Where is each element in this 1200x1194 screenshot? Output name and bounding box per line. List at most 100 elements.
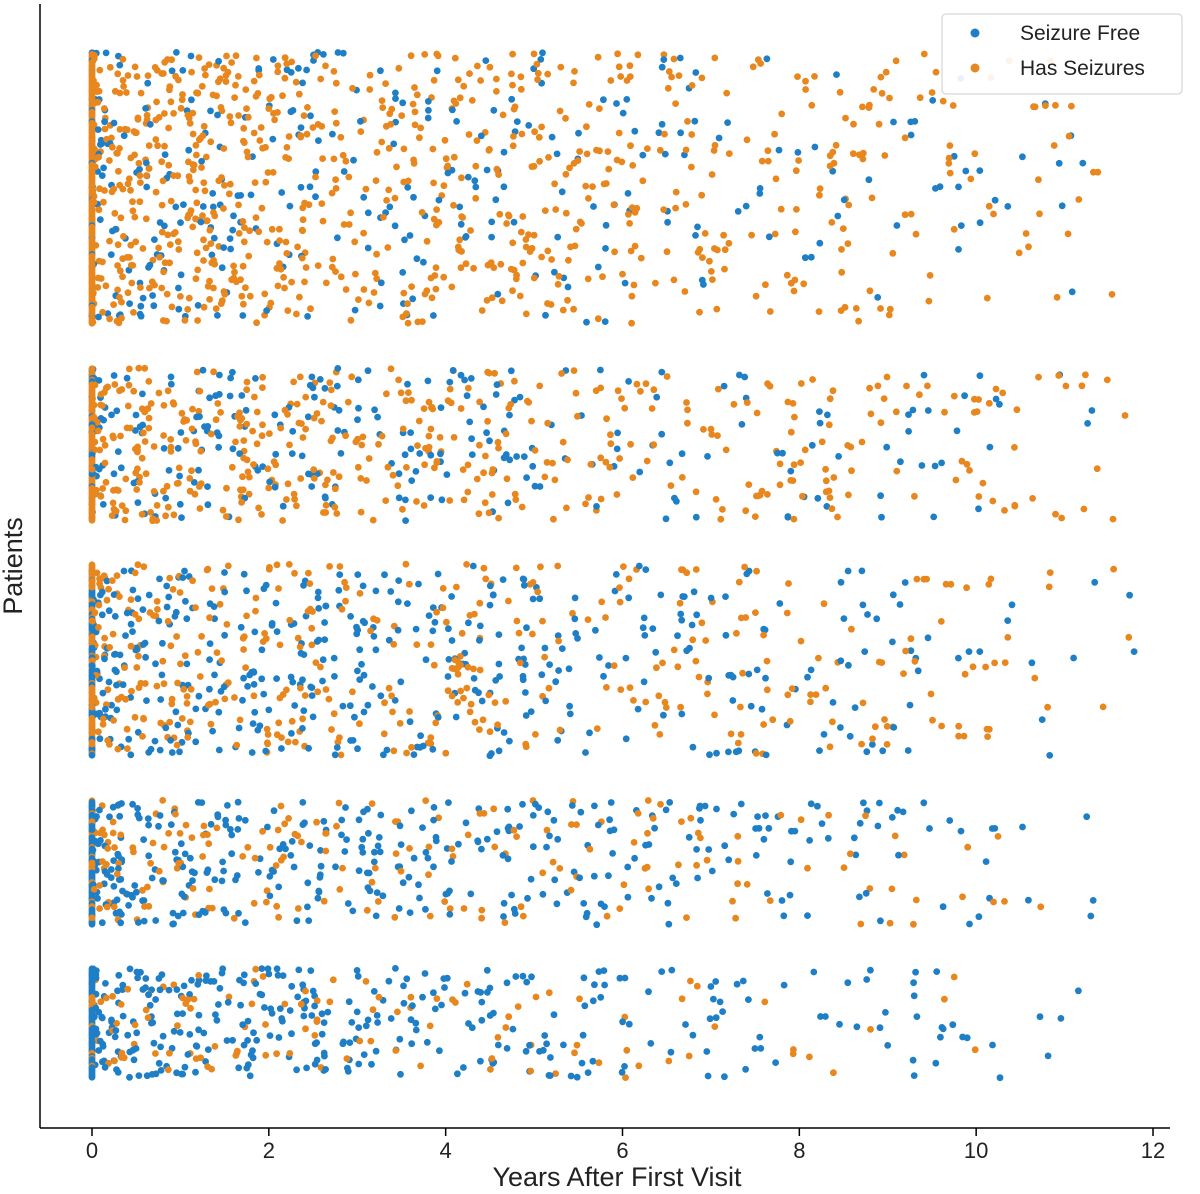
point-has-seizures [495, 171, 502, 179]
point-has-seizures [233, 741, 241, 749]
point-has-seizures [985, 725, 993, 733]
point-seizure-free [636, 468, 644, 476]
point-has-seizures [255, 71, 263, 79]
point-seizure-free [101, 1064, 109, 1071]
point-has-seizures [737, 731, 745, 738]
point-seizure-free [242, 406, 250, 414]
point-has-seizures [429, 145, 437, 153]
point-has-seizures [678, 566, 685, 574]
point-seizure-free [516, 393, 524, 401]
point-has-seizures [88, 292, 96, 300]
point-has-seizures [317, 663, 324, 671]
point-has-seizures [482, 575, 490, 583]
point-has-seizures [352, 270, 359, 278]
point-has-seizures [134, 561, 142, 569]
point-seizure-free [824, 834, 832, 842]
point-has-seizures [140, 429, 147, 437]
point-seizure-free [264, 823, 271, 831]
point-has-seizures [389, 471, 397, 479]
point-seizure-free [299, 725, 306, 732]
point-seizure-free [99, 501, 107, 508]
point-has-seizures [825, 421, 833, 429]
point-has-seizures [425, 843, 433, 851]
point-seizure-free [472, 183, 480, 191]
point-has-seizures [264, 465, 272, 473]
point-has-seizures [285, 133, 293, 140]
point-seizure-free [118, 911, 125, 918]
point-seizure-free [145, 821, 153, 829]
point-seizure-free [377, 811, 385, 819]
point-has-seizures [240, 646, 248, 653]
point-has-seizures [735, 578, 743, 586]
point-seizure-free [237, 623, 245, 631]
point-has-seizures [433, 995, 441, 1002]
point-has-seizures [477, 77, 484, 84]
point-has-seizures [516, 292, 524, 300]
point-has-seizures [665, 68, 673, 75]
point-has-seizures [618, 158, 626, 166]
point-has-seizures [297, 133, 305, 141]
point-has-seizures [572, 225, 580, 233]
point-seizure-free [335, 586, 343, 594]
point-has-seizures [413, 498, 420, 505]
point-seizure-free [467, 375, 475, 382]
point-seizure-free [215, 708, 223, 716]
point-seizure-free [304, 413, 312, 421]
point-seizure-free [996, 400, 1003, 408]
point-has-seizures [683, 399, 690, 406]
point-has-seizures [628, 319, 635, 327]
point-seizure-free [976, 167, 984, 175]
point-has-seizures [458, 248, 465, 255]
point-has-seizures [206, 277, 213, 285]
point-has-seizures [576, 995, 583, 1003]
point-has-seizures [336, 734, 343, 741]
point-has-seizures [714, 246, 721, 254]
point-has-seizures [166, 718, 174, 726]
point-has-seizures [106, 157, 113, 164]
point-seizure-free [867, 966, 874, 974]
point-seizure-free [334, 234, 341, 242]
point-has-seizures [478, 914, 485, 922]
point-has-seizures [509, 81, 516, 89]
point-seizure-free [807, 253, 815, 261]
point-seizure-free [234, 192, 242, 200]
point-has-seizures [667, 482, 675, 489]
point-seizure-free [443, 471, 451, 478]
point-seizure-free [874, 294, 882, 301]
point-has-seizures [534, 69, 542, 77]
point-has-seizures [425, 871, 432, 879]
point-has-seizures [874, 382, 882, 390]
point-seizure-free [201, 909, 209, 916]
point-has-seizures [985, 399, 993, 407]
point-has-seizures [88, 699, 96, 706]
point-seizure-free [396, 1035, 404, 1043]
point-seizure-free [176, 748, 183, 756]
point-has-seizures [151, 281, 158, 289]
point-seizure-free [673, 497, 680, 505]
point-seizure-free [897, 458, 904, 466]
point-seizure-free [315, 887, 323, 895]
point-seizure-free [837, 657, 845, 665]
point-seizure-free [655, 883, 663, 891]
point-seizure-free [394, 626, 402, 634]
point-seizure-free [249, 720, 257, 727]
point-has-seizures [119, 273, 126, 281]
point-has-seizures [308, 641, 316, 649]
point-seizure-free [252, 375, 259, 382]
point-has-seizures [88, 405, 96, 412]
point-seizure-free [1079, 159, 1087, 167]
point-seizure-free [103, 871, 111, 878]
point-has-seizures [990, 898, 997, 906]
point-has-seizures [655, 692, 663, 700]
point-seizure-free [129, 586, 137, 594]
point-has-seizures [193, 249, 201, 257]
point-has-seizures [693, 861, 700, 869]
point-has-seizures [382, 497, 390, 504]
point-seizure-free [215, 443, 223, 451]
point-has-seizures [212, 305, 220, 312]
point-has-seizures [871, 723, 879, 731]
point-has-seizures [482, 452, 489, 460]
point-seizure-free [573, 1073, 581, 1081]
point-seizure-free [492, 677, 500, 684]
point-seizure-free [404, 380, 411, 388]
